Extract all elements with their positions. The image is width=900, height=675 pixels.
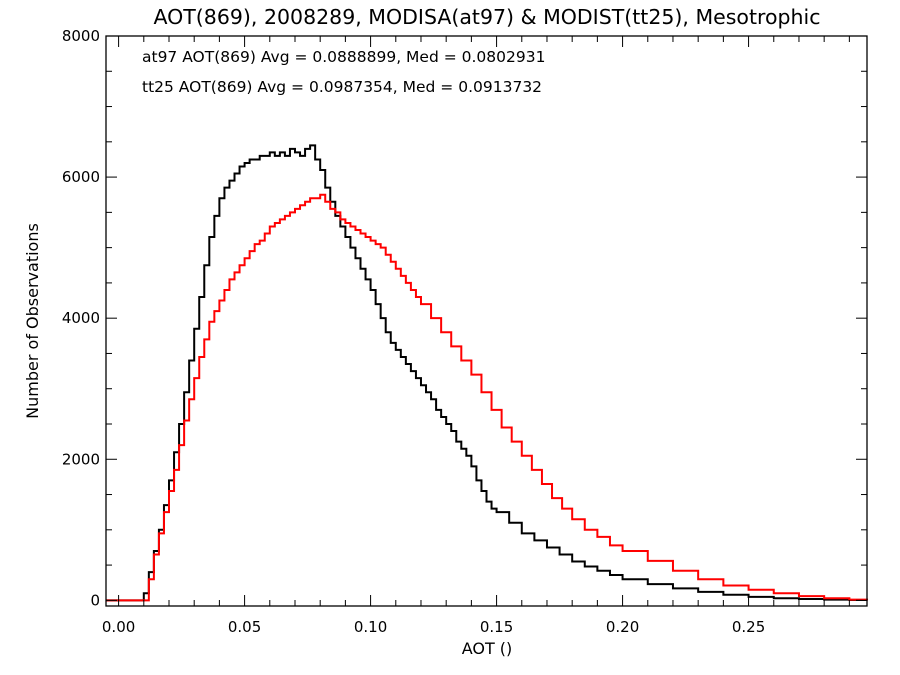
series-tt25-line xyxy=(106,193,868,602)
y-tick-label: 6000 xyxy=(62,168,100,186)
chart-title: AOT(869), 2008289, MODISA(at97) & MODIST… xyxy=(153,5,820,29)
x-tick-label: 0.25 xyxy=(732,618,765,636)
x-tick-label: 0.05 xyxy=(228,618,261,636)
x-tick-label: 0.20 xyxy=(606,618,639,636)
annotation-tt25-stats: tt25 AOT(869) Avg = 0.0987354, Med = 0.0… xyxy=(142,78,542,96)
plot-frame xyxy=(105,35,868,607)
y-axis-label: Number of Observations xyxy=(23,223,42,419)
x-tick-label: 0.15 xyxy=(480,618,513,636)
x-axis-label: AOT () xyxy=(462,639,513,658)
y-tick-label: 2000 xyxy=(62,450,100,468)
x-tick-label: 0.00 xyxy=(102,618,135,636)
y-tick-label: 8000 xyxy=(62,27,100,45)
ticks-layer: 0.00 0.05 0.10 0.15 0.20 0.25 0 2000 4000 6000 800… xyxy=(62,27,867,636)
annotation-at97-stats: at97 AOT(869) Avg = 0.0888899, Med = 0.0… xyxy=(142,48,545,66)
y-tick-label: 0 xyxy=(90,591,100,609)
series-layer xyxy=(106,144,868,602)
x-tick-label: 0.10 xyxy=(354,618,387,636)
series-at97-line xyxy=(106,144,868,602)
y-tick-label: 4000 xyxy=(62,309,100,327)
